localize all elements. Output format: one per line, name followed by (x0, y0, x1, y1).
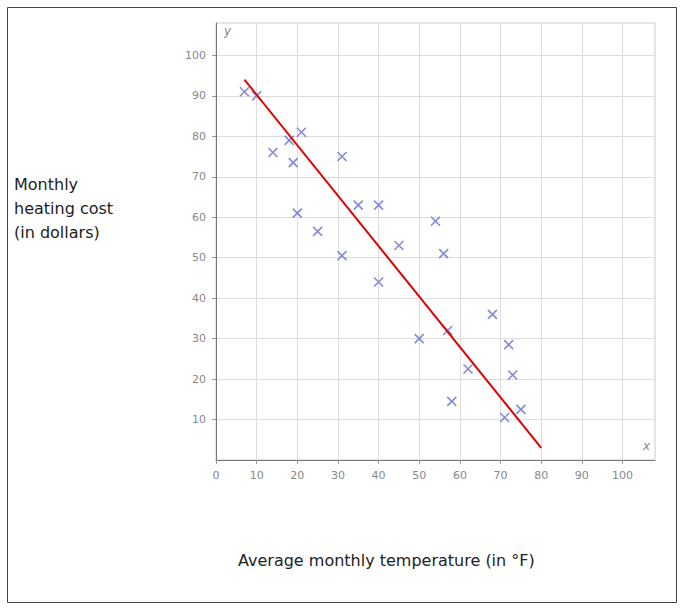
svg-text:80: 80 (192, 130, 206, 143)
svg-text:30: 30 (192, 332, 206, 345)
svg-text:y: y (223, 24, 232, 38)
svg-text:100: 100 (185, 49, 206, 62)
svg-text:10: 10 (192, 413, 206, 426)
svg-text:70: 70 (192, 170, 206, 183)
svg-text:40: 40 (372, 469, 386, 482)
svg-text:0: 0 (213, 469, 220, 482)
svg-text:40: 40 (192, 292, 206, 305)
svg-text:30: 30 (331, 469, 345, 482)
svg-text:20: 20 (290, 469, 304, 482)
svg-text:(in dollars): (in dollars) (14, 223, 100, 242)
svg-text:50: 50 (192, 251, 206, 264)
svg-text:60: 60 (453, 469, 467, 482)
svg-text:90: 90 (575, 469, 589, 482)
svg-text:90: 90 (192, 89, 206, 102)
svg-text:Monthly: Monthly (14, 175, 78, 194)
svg-text:heating cost: heating cost (14, 199, 113, 218)
svg-text:100: 100 (612, 469, 633, 482)
svg-text:80: 80 (534, 469, 548, 482)
svg-text:50: 50 (412, 469, 426, 482)
svg-text:60: 60 (192, 211, 206, 224)
svg-text:10: 10 (250, 469, 264, 482)
svg-text:70: 70 (494, 469, 508, 482)
svg-text:x: x (642, 439, 651, 453)
svg-text:20: 20 (192, 373, 206, 386)
svg-text:Average monthly temperature (i: Average monthly temperature (in °F) (238, 551, 535, 570)
